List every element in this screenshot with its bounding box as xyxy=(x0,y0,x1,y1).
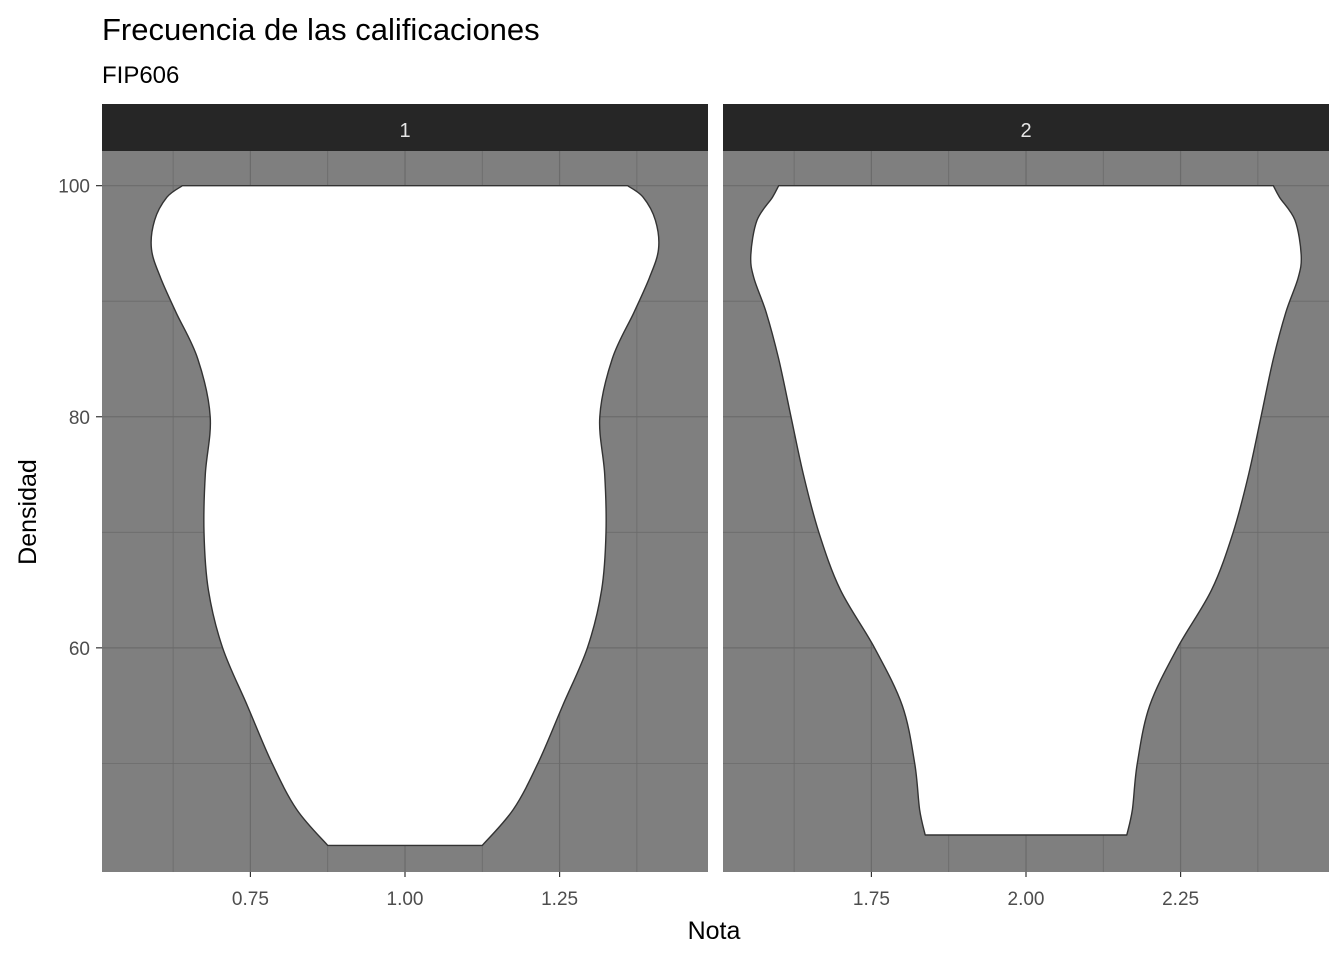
facet-strip xyxy=(723,104,1329,151)
facet-strip xyxy=(102,104,708,151)
y-axis: 60 80 100 xyxy=(58,177,102,660)
x-tick-label: 1.75 xyxy=(853,889,890,910)
x-tick-label: 1.00 xyxy=(387,889,424,910)
y-tick-label: 100 xyxy=(58,177,90,198)
violin-shape xyxy=(150,185,660,847)
facet-strip-label: 1 xyxy=(399,120,410,142)
facet-panel: 2 1.75 2.00 2.25 xyxy=(723,104,1329,910)
y-tick-label: 60 xyxy=(69,639,90,660)
violin-shape xyxy=(749,185,1303,836)
x-axis-title: Nota xyxy=(688,917,741,945)
facet-panels: 1 0.75 1.00 1.25 2 1.75 2.00 2.25 xyxy=(102,104,1329,910)
chart-title: Frecuencia de las calificaciones xyxy=(102,12,540,47)
facet-panel: 1 0.75 1.00 1.25 xyxy=(102,104,708,910)
x-tick-label: 2.00 xyxy=(1008,889,1045,910)
facet-strip-label: 2 xyxy=(1020,120,1031,142)
x-tick-label: 2.25 xyxy=(1162,889,1199,910)
x-tick-label: 1.25 xyxy=(541,889,578,910)
y-tick-label: 80 xyxy=(69,408,90,429)
y-axis-title: Densidad xyxy=(14,459,42,565)
chart-subtitle: FIP606 xyxy=(102,62,179,89)
x-tick-label: 0.75 xyxy=(232,889,269,910)
